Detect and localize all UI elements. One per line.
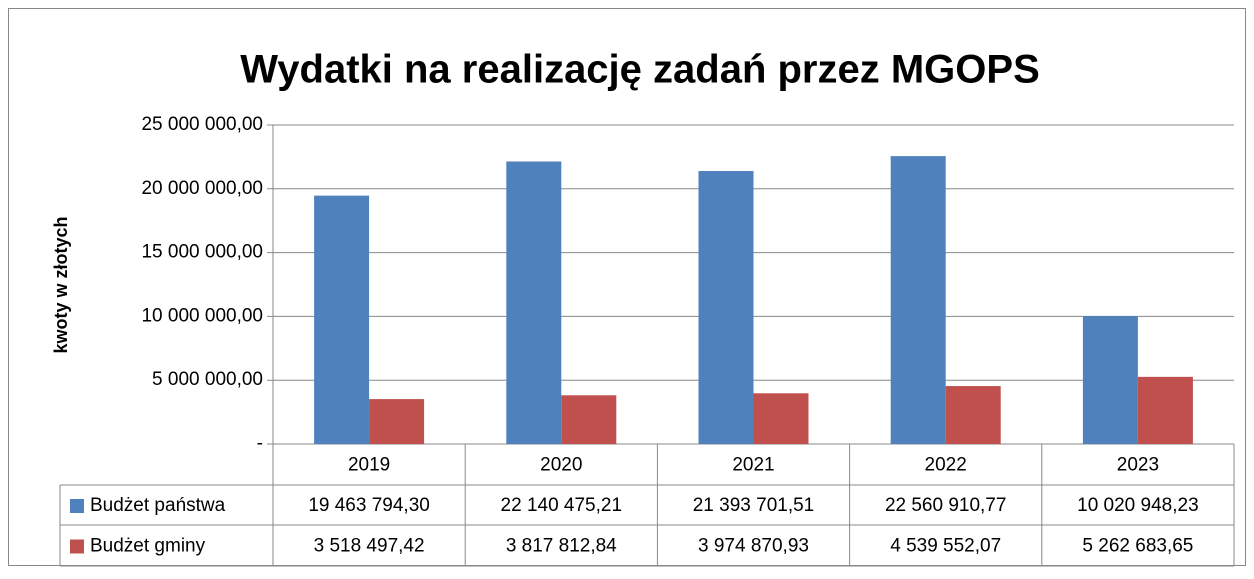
bar <box>945 386 1001 444</box>
y-tick-label: 25 000 000,00 <box>141 114 263 135</box>
table-value: 3 817 812,84 <box>506 536 617 557</box>
table-value: 5 262 683,65 <box>1082 536 1193 557</box>
bar <box>890 156 946 444</box>
bar <box>561 395 617 444</box>
table-value: 21 393 701,51 <box>693 495 815 516</box>
bar <box>506 161 562 444</box>
y-axis-label: kwoty w złotych <box>51 216 71 353</box>
table-value: 19 463 794,30 <box>308 495 430 516</box>
table-value: 10 020 948,23 <box>1077 495 1199 516</box>
bar <box>1137 376 1193 444</box>
legend-label: Budżet gminy <box>90 536 206 557</box>
bar <box>1082 316 1138 444</box>
y-tick-label: - <box>257 433 263 454</box>
table-value: 4 539 552,07 <box>890 536 1001 557</box>
y-tick-label: 20 000 000,00 <box>141 178 263 199</box>
legend-label: Budżet państwa <box>90 495 226 516</box>
legend-key <box>70 499 84 513</box>
table-value: 22 140 475,21 <box>501 495 623 516</box>
x-tick-label: 2019 <box>348 455 390 476</box>
table-value: 22 560 910,77 <box>885 495 1007 516</box>
y-tick-label: 5 000 000,00 <box>152 369 263 390</box>
table-value: 3 974 870,93 <box>698 536 809 557</box>
bar <box>698 171 754 445</box>
bar <box>753 393 809 444</box>
chart-title: Wydatki na realizację zadań przez MGOPS <box>240 48 1040 92</box>
x-tick-label: 2021 <box>732 455 774 476</box>
bar <box>314 195 370 444</box>
x-tick-label: 2023 <box>1117 455 1159 476</box>
x-tick-label: 2020 <box>540 455 582 476</box>
y-tick-label: 10 000 000,00 <box>141 305 263 326</box>
bar <box>369 399 425 444</box>
y-tick-label: 15 000 000,00 <box>141 242 263 263</box>
x-tick-label: 2022 <box>925 455 967 476</box>
legend-key <box>70 539 84 554</box>
table-value: 3 518 497,42 <box>314 536 425 557</box>
chart-border <box>8 8 1246 566</box>
